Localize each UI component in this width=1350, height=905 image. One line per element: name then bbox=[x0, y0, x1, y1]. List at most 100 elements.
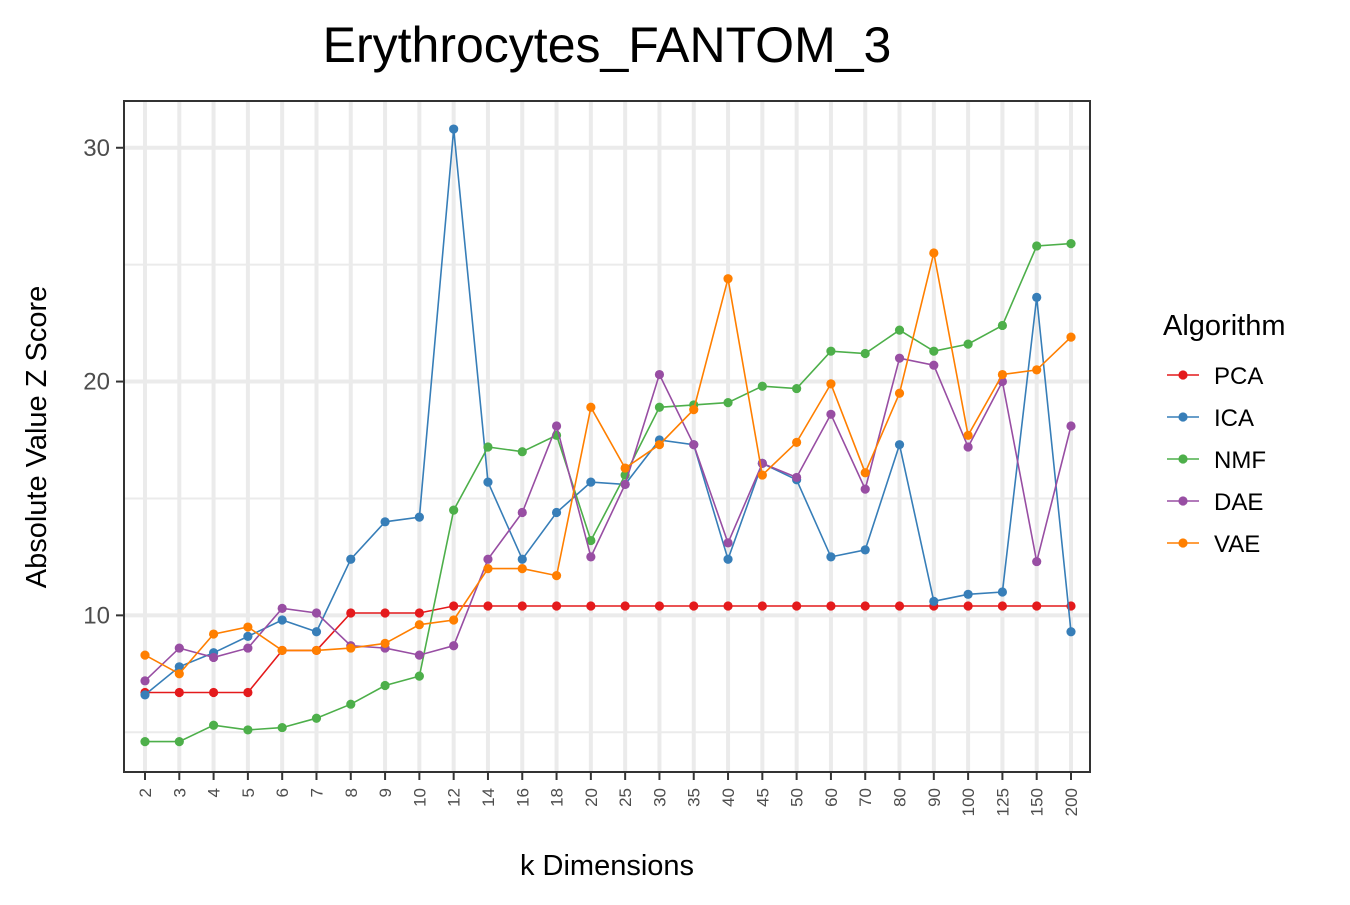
data-point-pca bbox=[860, 601, 870, 611]
data-point-ica bbox=[894, 440, 905, 450]
series-line-nmf bbox=[145, 242, 1072, 743]
data-point-nmf bbox=[654, 402, 665, 412]
data-point-ica bbox=[346, 554, 356, 564]
data-point-vae bbox=[140, 650, 150, 660]
data-point-nmf bbox=[860, 348, 870, 359]
x-tick-label: 35 bbox=[685, 788, 704, 807]
data-point-ica bbox=[1066, 627, 1076, 637]
data-point-nmf bbox=[174, 737, 184, 747]
data-point-pca bbox=[586, 601, 596, 611]
data-point-dae bbox=[277, 603, 287, 613]
data-point-dae bbox=[963, 442, 973, 452]
data-point-pca bbox=[1032, 601, 1042, 611]
data-point-ica bbox=[963, 589, 973, 599]
x-tick-label: 30 bbox=[650, 788, 669, 807]
x-tick-label: 12 bbox=[445, 788, 464, 807]
series-line-ica bbox=[144, 129, 1072, 696]
data-point-vae bbox=[586, 402, 596, 412]
data-point-vae bbox=[551, 571, 562, 581]
data-point-vae bbox=[963, 430, 973, 440]
y-tick-label: 10 bbox=[83, 602, 110, 629]
legend-items: PCA ICA NMF DAE VAE bbox=[1167, 363, 1266, 558]
data-point-vae bbox=[689, 405, 699, 415]
series-nmf bbox=[140, 239, 1076, 747]
data-point-pca bbox=[517, 601, 527, 611]
data-point-vae bbox=[517, 563, 527, 574]
data-point-dae bbox=[929, 360, 939, 370]
x-tick-label: 80 bbox=[891, 788, 910, 807]
data-point-ica bbox=[483, 477, 493, 487]
data-point-ica bbox=[414, 512, 424, 522]
data-point-nmf bbox=[792, 383, 802, 394]
x-tick-label: 25 bbox=[616, 788, 635, 807]
series-line-vae bbox=[144, 252, 1072, 675]
data-point-ica bbox=[449, 124, 459, 134]
data-point-vae bbox=[277, 645, 287, 656]
data-point-nmf bbox=[929, 346, 939, 356]
data-point-nmf bbox=[997, 320, 1008, 331]
x-tick-label: 150 bbox=[1028, 788, 1047, 816]
data-point-vae bbox=[346, 643, 356, 653]
data-point-nmf bbox=[243, 725, 253, 735]
data-point-dae bbox=[517, 507, 527, 518]
data-point-dae bbox=[1032, 556, 1042, 567]
data-point-dae bbox=[620, 479, 630, 490]
data-point-nmf bbox=[723, 397, 733, 408]
data-point-ica bbox=[723, 554, 733, 564]
x-tick-label: 5 bbox=[239, 788, 258, 797]
data-point-nmf bbox=[517, 447, 527, 457]
data-point-ica bbox=[174, 662, 184, 672]
x-tick-label: 3 bbox=[170, 788, 189, 797]
data-point-vae bbox=[792, 437, 802, 447]
x-axis-title: k Dimensions bbox=[520, 850, 694, 882]
legend-item-nmf: NMF bbox=[1167, 447, 1266, 474]
data-point-vae bbox=[929, 248, 939, 258]
x-tick-label: 125 bbox=[993, 788, 1012, 816]
x-tick-label: 2 bbox=[136, 788, 155, 797]
series-ica bbox=[140, 124, 1076, 700]
data-point-nmf bbox=[757, 381, 767, 391]
data-point-dae bbox=[483, 554, 493, 564]
data-point-dae bbox=[449, 641, 459, 651]
data-point-nmf bbox=[311, 713, 322, 723]
data-point-pca bbox=[757, 601, 767, 611]
data-point-dae bbox=[654, 369, 665, 380]
data-point-nmf bbox=[586, 535, 596, 546]
data-point-vae bbox=[894, 388, 905, 398]
legend-key-point bbox=[1178, 412, 1188, 422]
legend-key-point bbox=[1178, 496, 1188, 506]
data-point-vae bbox=[174, 669, 184, 679]
data-point-nmf bbox=[1032, 241, 1042, 251]
data-point-vae bbox=[414, 620, 424, 630]
legend-label: DAE bbox=[1214, 489, 1263, 516]
legend-item-dae: DAE bbox=[1167, 489, 1263, 516]
data-point-pca bbox=[723, 601, 733, 611]
x-tick-label: 16 bbox=[513, 788, 532, 807]
data-point-ica bbox=[311, 627, 322, 637]
data-point-nmf bbox=[1066, 239, 1076, 249]
x-tick-label: 50 bbox=[788, 788, 807, 807]
data-point-ica bbox=[380, 517, 390, 527]
data-point-dae bbox=[551, 421, 562, 431]
x-tick-label: 70 bbox=[856, 788, 875, 807]
x-tick-label: 20 bbox=[582, 788, 601, 807]
data-point-ica bbox=[1032, 292, 1042, 302]
data-point-vae bbox=[208, 629, 219, 639]
x-tick-label: 14 bbox=[479, 788, 498, 807]
x-tick-label: 18 bbox=[548, 788, 567, 807]
y-tick-label: 20 bbox=[83, 369, 110, 396]
data-point-pca bbox=[826, 601, 836, 611]
data-point-nmf bbox=[140, 737, 150, 747]
legend-label: ICA bbox=[1214, 405, 1254, 432]
data-point-vae bbox=[654, 440, 665, 450]
data-point-vae bbox=[1032, 365, 1042, 375]
plot-panel-border bbox=[123, 100, 1091, 773]
data-point-ica bbox=[997, 587, 1008, 597]
data-point-ica bbox=[277, 615, 287, 625]
data-point-nmf bbox=[414, 671, 424, 681]
data-point-vae bbox=[1066, 332, 1076, 342]
x-tick-label: 90 bbox=[925, 788, 944, 807]
data-point-pca bbox=[689, 601, 699, 611]
data-point-dae bbox=[860, 484, 870, 494]
